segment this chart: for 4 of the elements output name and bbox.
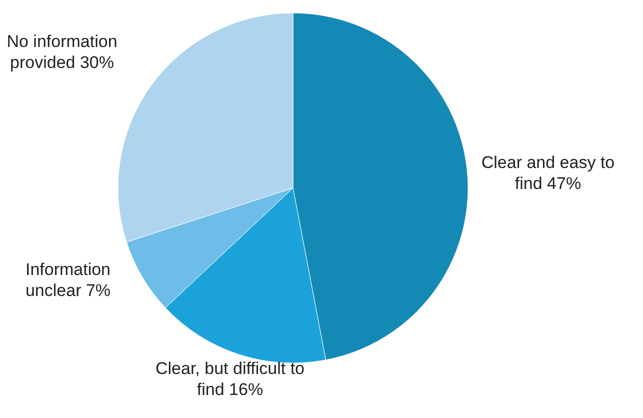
slice-label: No information provided 30% xyxy=(6,32,118,72)
slice-label: Information unclear 7% xyxy=(25,260,111,300)
slice-label: Clear and easy to find 47% xyxy=(481,153,615,193)
slice-label: Clear, but difficult to find 16% xyxy=(156,359,304,399)
